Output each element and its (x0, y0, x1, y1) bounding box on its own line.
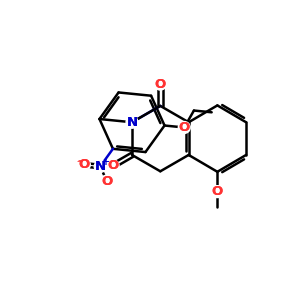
Text: O: O (107, 159, 119, 172)
Text: N: N (94, 160, 106, 173)
Text: O: O (79, 158, 90, 171)
Text: +: + (101, 157, 109, 166)
Text: O: O (101, 175, 112, 188)
Circle shape (94, 160, 106, 172)
Text: O: O (155, 78, 166, 91)
Text: O: O (155, 78, 166, 91)
Text: +: + (101, 157, 109, 166)
Circle shape (154, 78, 166, 90)
Circle shape (78, 159, 90, 171)
Text: N: N (126, 116, 138, 129)
Text: O: O (101, 175, 112, 188)
Text: O: O (178, 121, 190, 134)
Text: O: O (178, 121, 190, 134)
Circle shape (212, 186, 223, 198)
Text: O: O (212, 185, 223, 198)
Text: N: N (94, 160, 106, 173)
Text: -: - (77, 155, 81, 165)
Text: O: O (107, 159, 119, 172)
Text: N: N (126, 116, 138, 129)
Circle shape (101, 175, 113, 187)
Text: O: O (79, 158, 90, 171)
Text: O: O (212, 185, 223, 198)
Circle shape (178, 122, 190, 134)
Text: -: - (76, 156, 80, 166)
Circle shape (126, 116, 138, 128)
Circle shape (107, 160, 119, 172)
